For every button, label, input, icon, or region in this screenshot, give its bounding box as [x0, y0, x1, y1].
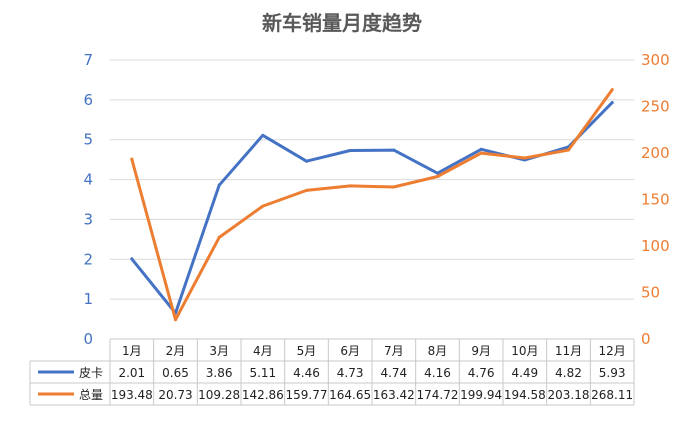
y-left-tick-label: 0 — [83, 330, 93, 348]
data-label: 174.72 — [417, 388, 459, 402]
data-label: 2.01 — [118, 366, 145, 380]
y-left-tick-label: 2 — [83, 250, 93, 268]
data-label: 142.86 — [242, 388, 284, 402]
data-point — [392, 185, 396, 189]
data-point — [348, 148, 352, 152]
gridlines — [110, 59, 634, 300]
y-left-tick-label: 5 — [83, 131, 93, 149]
y-right-tick-label: 300 — [641, 51, 670, 69]
chart-title: 新车销量月度趋势 — [262, 11, 422, 35]
data-label: 3.86 — [206, 366, 233, 380]
data-label: 4.49 — [511, 366, 538, 380]
y-right-tick-label: 0 — [641, 330, 651, 348]
data-point — [436, 171, 439, 175]
y-right-tick-label: 150 — [641, 191, 670, 209]
data-label: 5.11 — [249, 366, 276, 380]
x-tick-label: 9月 — [471, 344, 491, 358]
data-point — [392, 148, 396, 152]
data-point — [610, 101, 614, 105]
data-point — [261, 133, 265, 137]
y-right-tick-label: 200 — [641, 144, 670, 162]
data-point — [305, 159, 308, 163]
data-point — [523, 156, 527, 160]
x-tick-label: 5月 — [297, 344, 317, 358]
x-tick-label: 10月 — [511, 344, 538, 358]
y-left-tick-label: 3 — [83, 210, 93, 228]
data-label: 194.58 — [504, 388, 546, 402]
data-label: 4.82 — [555, 366, 582, 380]
data-point — [479, 151, 483, 155]
x-tick-label: 12月 — [599, 344, 626, 358]
data-label: 159.77 — [286, 388, 328, 402]
data-point — [130, 157, 134, 161]
x-tick-label: 4月 — [253, 344, 273, 358]
data-label: 203.18 — [548, 388, 590, 402]
data-point — [436, 175, 439, 179]
data-point — [217, 235, 221, 239]
data-point — [261, 204, 265, 208]
data-label: 4.74 — [380, 366, 407, 380]
data-label: 4.76 — [468, 366, 495, 380]
data-label: 163.42 — [373, 388, 415, 402]
x-tick-label: 7月 — [384, 344, 404, 358]
data-label: 199.94 — [460, 388, 502, 402]
data-label: 20.73 — [158, 388, 192, 402]
series-line-total — [130, 88, 614, 322]
series-lines — [130, 88, 614, 322]
data-label: 4.73 — [337, 366, 364, 380]
y-right-tick-label: 100 — [641, 237, 670, 255]
data-label: 164.65 — [329, 388, 371, 402]
data-point — [479, 147, 483, 151]
data-label: 5.93 — [599, 366, 626, 380]
data-point — [348, 184, 352, 188]
data-point — [305, 188, 308, 192]
data-label: 4.46 — [293, 366, 320, 380]
x-tick-label: 6月 — [340, 344, 360, 358]
y-left-tick-label: 6 — [83, 91, 93, 109]
x-tick-label: 11月 — [555, 344, 582, 358]
data-point — [217, 183, 221, 187]
data-label: 109.28 — [198, 388, 240, 402]
y-right-tick-label: 250 — [641, 98, 670, 116]
series-line-pika — [130, 101, 614, 315]
axis-ticks: 0 1 2 3 4 5 6 7 0 50 100 150 200 250 300 — [83, 51, 669, 348]
x-tick-label: 1月 — [122, 344, 142, 358]
legend-label: 皮卡 — [79, 366, 103, 380]
y-left-tick-label: 4 — [83, 171, 93, 189]
data-label: 0.65 — [162, 366, 189, 380]
data-point — [610, 88, 614, 92]
y-left-tick-label: 7 — [83, 51, 93, 69]
legend-label: 总量 — [79, 388, 103, 402]
data-label: 4.16 — [424, 366, 451, 380]
data-label: 268.11 — [591, 388, 633, 402]
x-tick-label: 8月 — [428, 344, 448, 358]
y-right-tick-label: 50 — [641, 284, 660, 302]
x-tick-label: 2月 — [166, 344, 186, 358]
data-label: 193.48 — [111, 388, 153, 402]
data-point — [130, 257, 134, 261]
x-tick-label: 3月 — [209, 344, 229, 358]
data-point — [174, 318, 177, 322]
data-point — [567, 148, 570, 152]
y-left-tick-label: 1 — [83, 290, 93, 308]
